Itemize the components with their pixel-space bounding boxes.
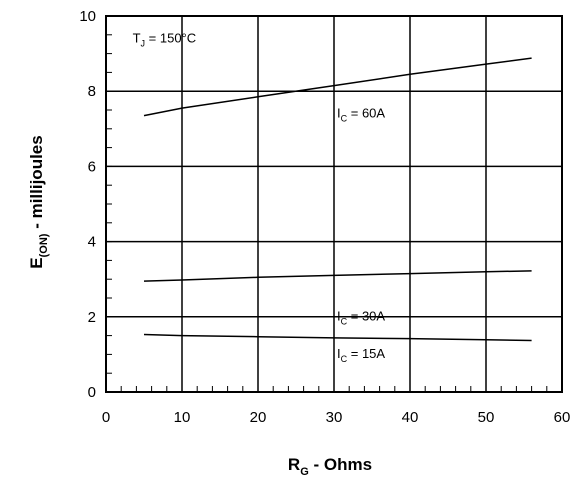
series-line — [143, 333, 532, 342]
x-tick-labels: 0 10 20 30 40 50 60 — [102, 409, 571, 426]
y-tick-label: 6 — [88, 158, 96, 175]
x-axis-title: RG - Ohms — [288, 455, 372, 478]
y-tick-label: 2 — [88, 309, 96, 326]
x-tick-label: 30 — [326, 409, 343, 426]
y-tick-labels: 0 2 4 6 8 10 — [79, 8, 96, 401]
temperature-annotation: TJ = 150°C — [133, 30, 197, 48]
x-tick-label: 10 — [174, 409, 191, 426]
series-label: IC = 30A — [337, 309, 385, 327]
x-tick-label: 40 — [402, 409, 419, 426]
series-label: IC = 60A — [337, 106, 385, 124]
series-lines — [143, 57, 532, 342]
series-line — [143, 57, 532, 117]
x-tick-label: 50 — [478, 409, 495, 426]
x-tick-label: 20 — [250, 409, 267, 426]
y-tick-label: 10 — [79, 8, 96, 25]
y-tick-label: 0 — [88, 384, 96, 401]
annotations: TJ = 150°C — [133, 30, 197, 48]
x-tick-label: 0 — [102, 409, 110, 426]
series-labels: IC = 60A IC = 30A IC = 15A — [337, 106, 385, 365]
y-tick-label: 4 — [88, 234, 96, 251]
y-tick-label: 8 — [88, 83, 96, 100]
series-label: IC = 15A — [337, 346, 385, 364]
plot-frame — [105, 15, 563, 393]
y-axis-title: E(ON) - millijoules — [27, 135, 50, 268]
x-tick-label: 60 — [554, 409, 571, 426]
series-line — [143, 270, 532, 282]
